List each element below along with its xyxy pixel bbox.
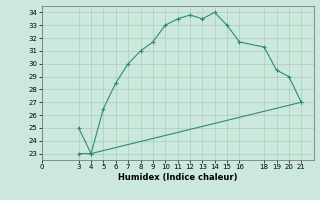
X-axis label: Humidex (Indice chaleur): Humidex (Indice chaleur) [118,173,237,182]
